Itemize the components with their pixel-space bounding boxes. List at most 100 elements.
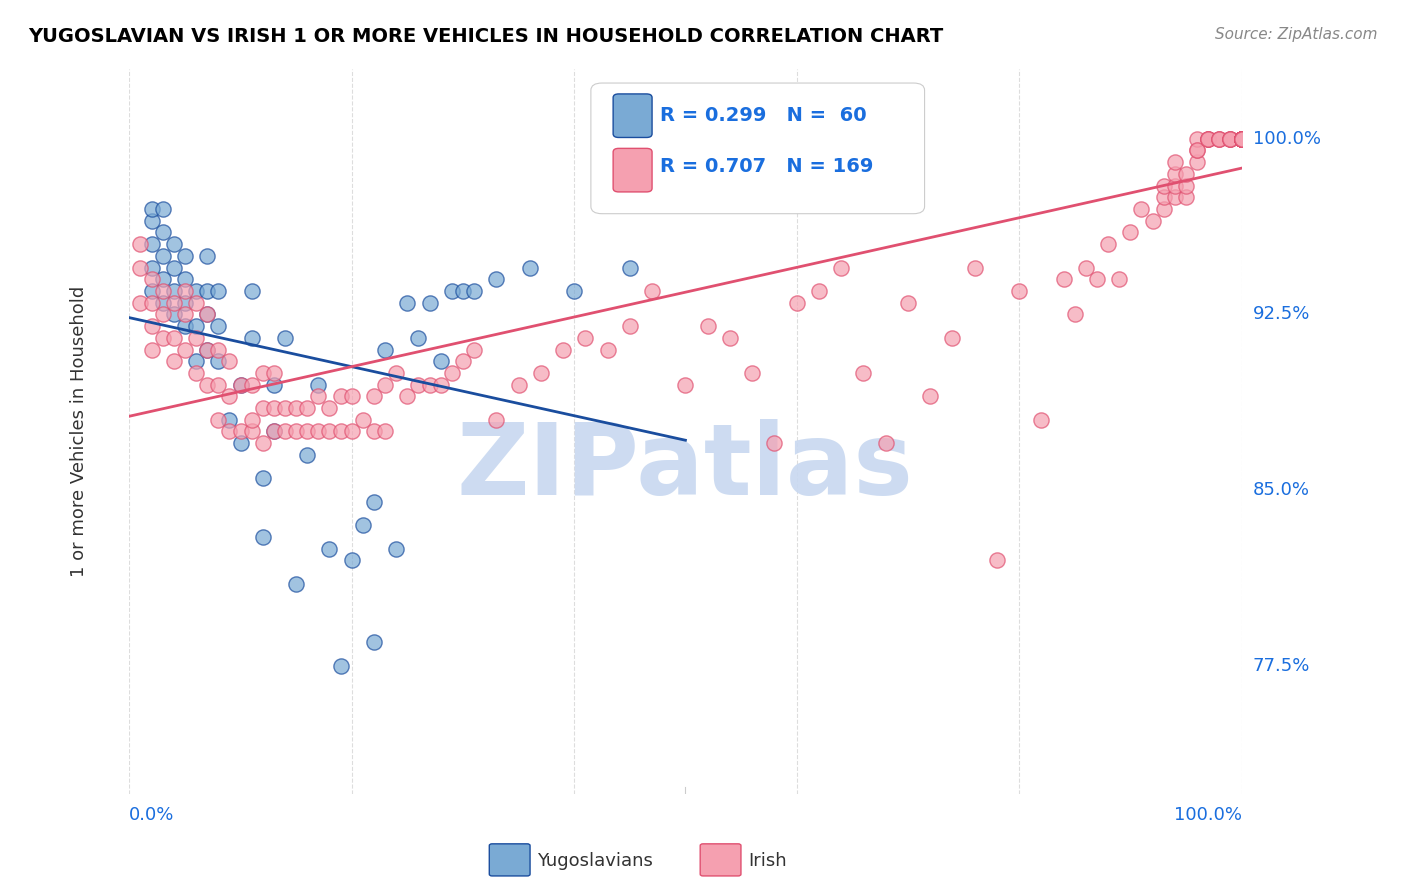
Point	[429, 377, 451, 392]
Point	[1063, 307, 1085, 321]
Point	[1230, 132, 1253, 146]
Point	[174, 319, 197, 334]
Point	[1230, 132, 1253, 146]
Point	[1085, 272, 1108, 286]
Point	[274, 425, 297, 439]
Point	[619, 319, 641, 334]
Text: 100.0%: 100.0%	[1253, 129, 1320, 148]
Point	[875, 436, 897, 450]
Point	[1052, 272, 1074, 286]
Point	[263, 401, 285, 415]
Point	[1230, 132, 1253, 146]
Point	[252, 401, 274, 415]
Point	[318, 425, 340, 439]
Text: YUGOSLAVIAN VS IRISH 1 OR MORE VEHICLES IN HOUSEHOLD CORRELATION CHART: YUGOSLAVIAN VS IRISH 1 OR MORE VEHICLES …	[28, 27, 943, 45]
Point	[763, 436, 786, 450]
Point	[163, 354, 186, 368]
Point	[252, 366, 274, 380]
Point	[1175, 190, 1198, 204]
Point	[807, 284, 830, 298]
Point	[363, 425, 385, 439]
Text: 1 or more Vehicles in Household: 1 or more Vehicles in Household	[70, 285, 89, 577]
Point	[1164, 167, 1187, 181]
Point	[1142, 213, 1164, 227]
Point	[1230, 132, 1253, 146]
Point	[1197, 132, 1219, 146]
Point	[263, 425, 285, 439]
Point	[1230, 132, 1253, 146]
Point	[463, 284, 485, 298]
Point	[1230, 132, 1253, 146]
Point	[1185, 144, 1208, 158]
Point	[986, 553, 1008, 567]
Point	[485, 272, 508, 286]
Point	[1230, 132, 1253, 146]
Point	[141, 319, 163, 334]
Point	[363, 635, 385, 649]
Point	[596, 343, 619, 357]
Point	[329, 658, 352, 673]
Point	[207, 413, 229, 427]
Point	[1230, 132, 1253, 146]
Point	[1230, 132, 1253, 146]
Point	[184, 366, 207, 380]
Point	[1119, 226, 1142, 240]
Point	[1230, 132, 1253, 146]
Point	[307, 377, 329, 392]
Point	[141, 343, 163, 357]
Point	[274, 331, 297, 345]
Point	[184, 319, 207, 334]
Point	[184, 295, 207, 310]
Point	[1230, 132, 1253, 146]
Point	[1230, 132, 1253, 146]
Point	[218, 389, 240, 403]
Point	[619, 260, 641, 275]
Point	[195, 377, 218, 392]
Point	[184, 331, 207, 345]
Point	[352, 518, 374, 533]
Point	[1230, 132, 1253, 146]
Text: 100.0%: 100.0%	[1174, 806, 1241, 824]
Point	[240, 413, 263, 427]
Point	[1185, 144, 1208, 158]
Point	[941, 331, 963, 345]
Point	[1185, 132, 1208, 146]
Point	[1230, 132, 1253, 146]
Point	[318, 541, 340, 556]
Point	[718, 331, 741, 345]
Point	[1230, 132, 1253, 146]
Point	[207, 377, 229, 392]
Point	[363, 389, 385, 403]
Point	[641, 284, 664, 298]
Point	[1230, 132, 1253, 146]
Point	[229, 436, 252, 450]
Point	[419, 295, 441, 310]
Point	[195, 284, 218, 298]
Point	[1230, 132, 1253, 146]
Point	[1185, 155, 1208, 169]
Point	[184, 284, 207, 298]
Point	[163, 284, 186, 298]
Point	[574, 331, 596, 345]
Point	[562, 284, 585, 298]
Text: R = 0.707   N = 169: R = 0.707 N = 169	[659, 157, 873, 176]
Point	[1219, 132, 1241, 146]
Point	[297, 448, 319, 462]
Point	[485, 413, 508, 427]
Point	[174, 272, 197, 286]
Point	[1175, 167, 1198, 181]
Point	[451, 354, 474, 368]
Point	[174, 307, 197, 321]
Point	[184, 354, 207, 368]
Point	[141, 202, 163, 216]
Text: Yugoslavians: Yugoslavians	[537, 852, 652, 870]
Point	[1153, 178, 1175, 193]
Text: 92.5%: 92.5%	[1253, 305, 1310, 324]
Point	[1219, 132, 1241, 146]
Point	[1175, 178, 1198, 193]
Point	[329, 389, 352, 403]
Point	[1230, 132, 1253, 146]
Point	[174, 343, 197, 357]
Point	[152, 295, 174, 310]
Text: 77.5%: 77.5%	[1253, 657, 1310, 674]
